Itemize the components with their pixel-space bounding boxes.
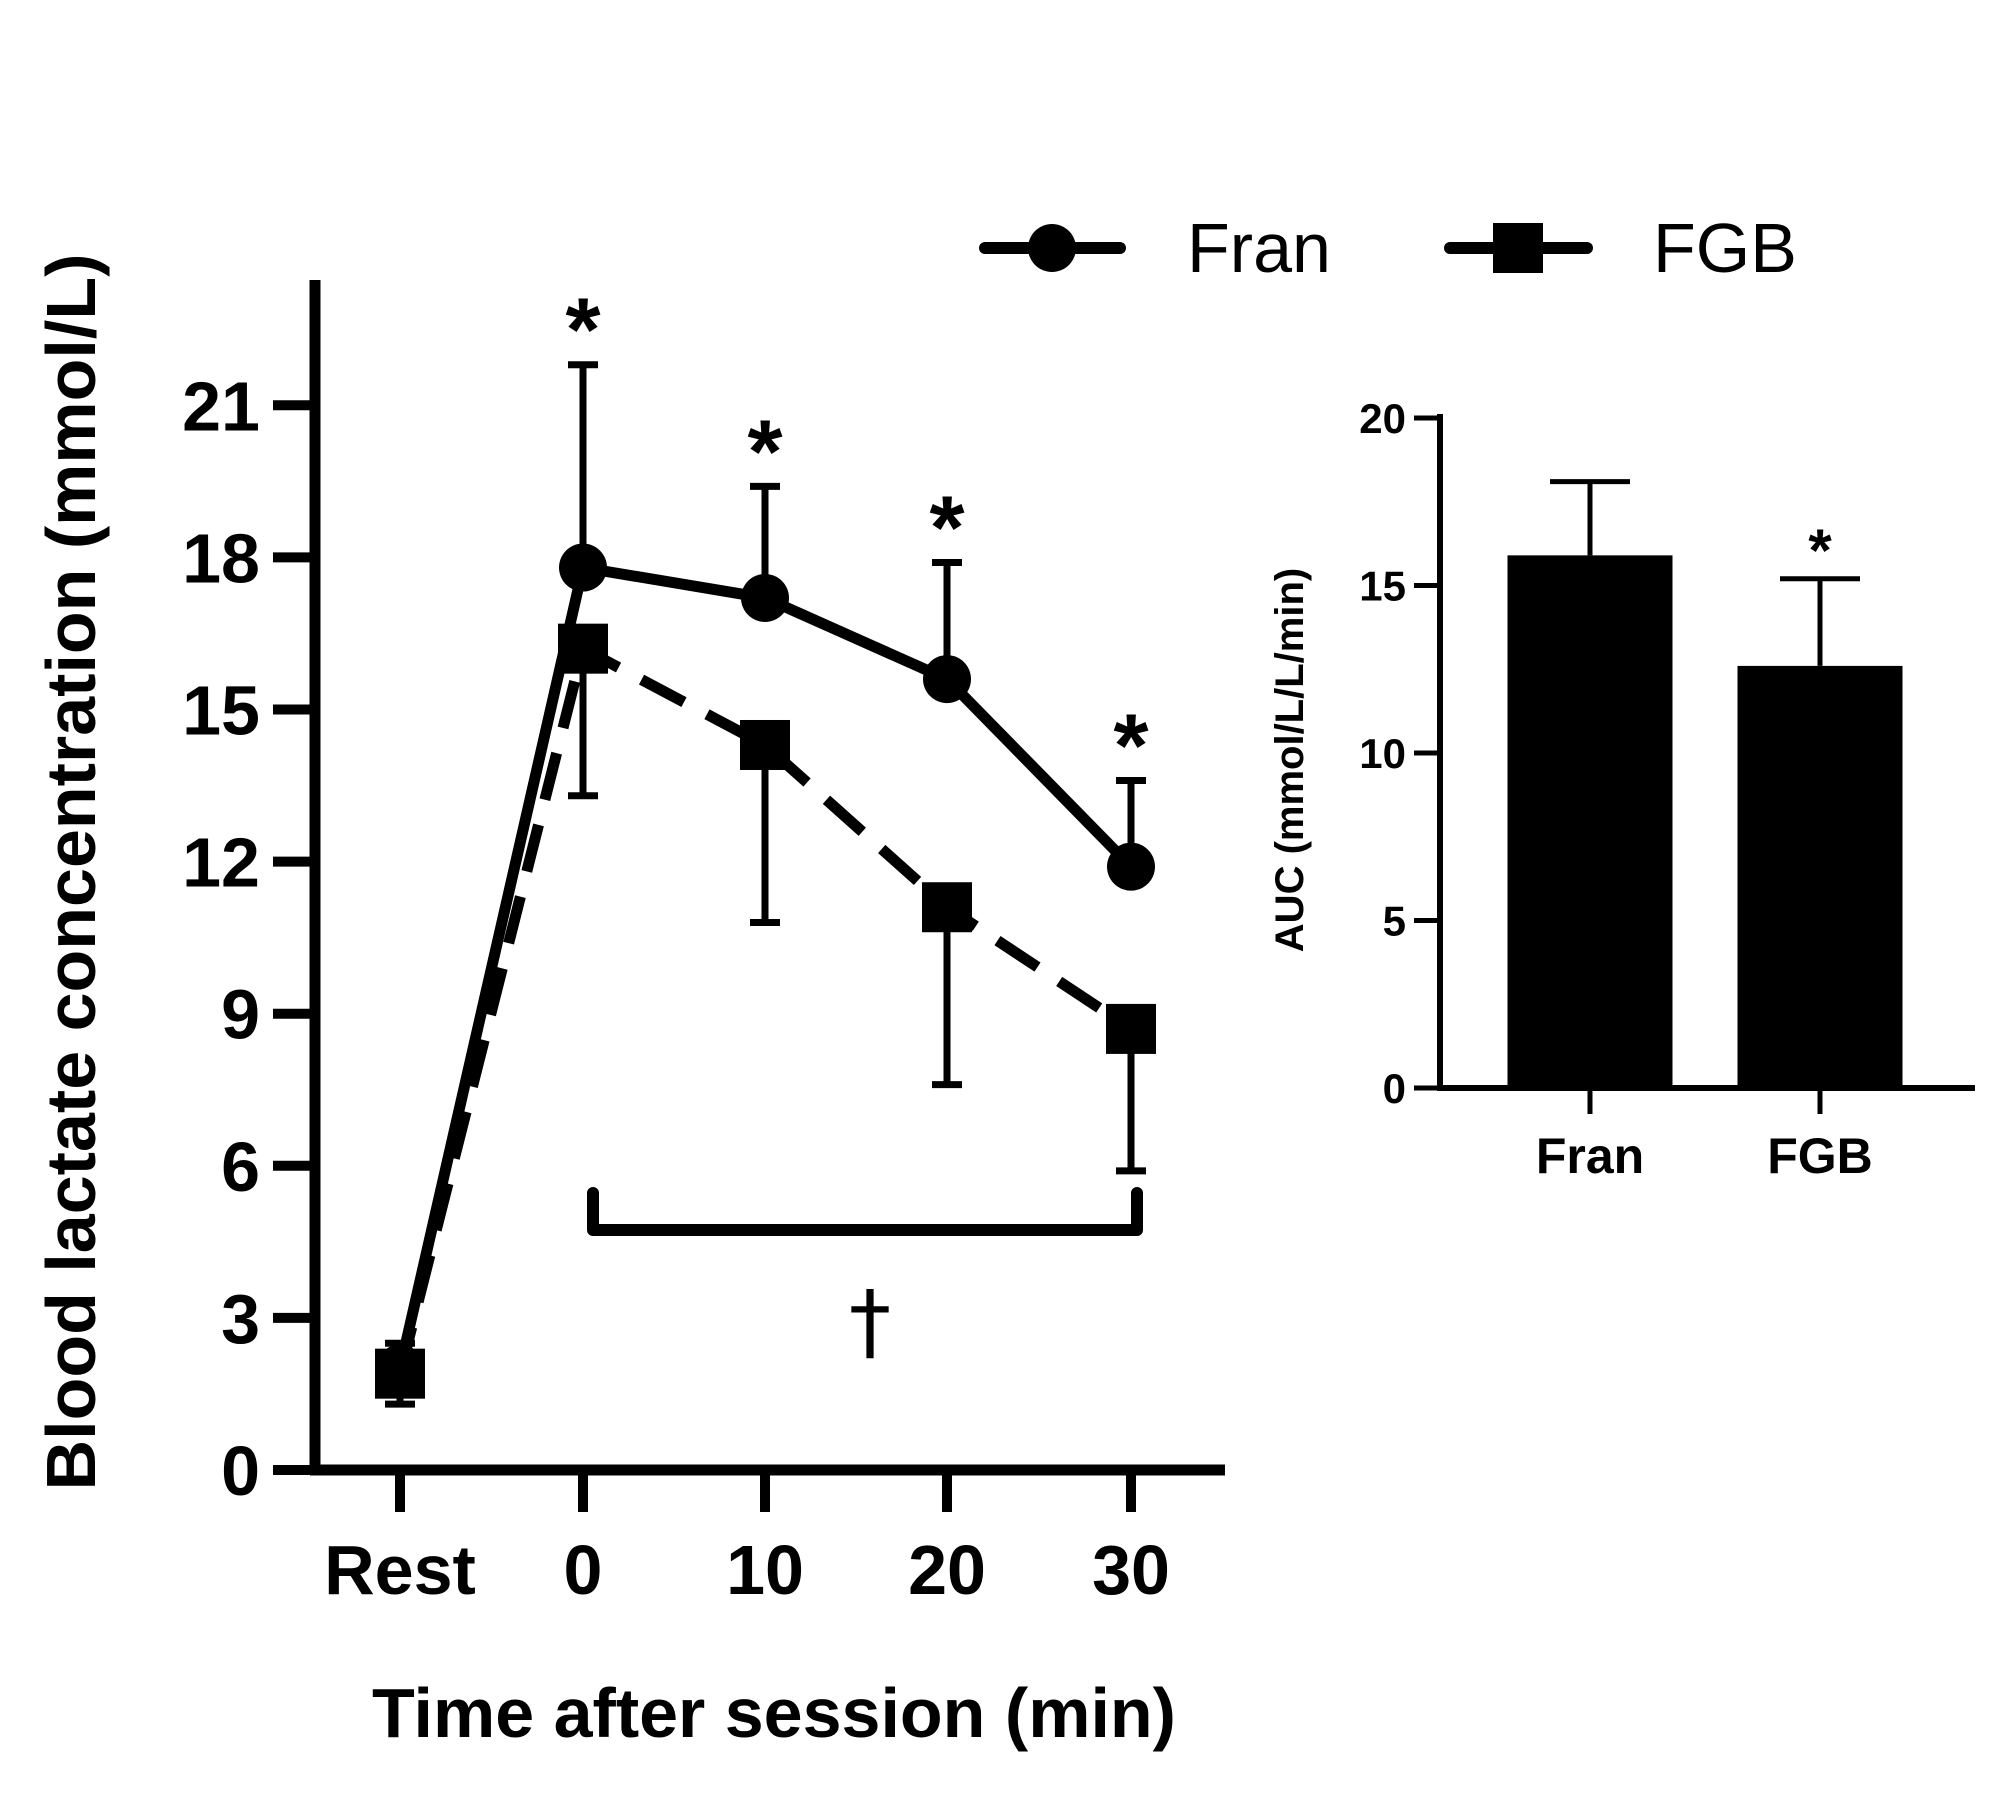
y-tick-label: 21 <box>182 367 260 445</box>
bar-x-tick-labels: Fran FGB <box>1536 1128 1873 1184</box>
bar-y-tick-labels: 0 5 10 15 20 <box>1359 395 1406 1112</box>
data-point-fgb <box>1106 1003 1156 1054</box>
legend: Fran FGB <box>979 209 1797 287</box>
data-point-fran <box>741 573 789 622</box>
error-bars <box>385 361 1146 1408</box>
bar <box>1737 665 1903 1088</box>
x-tick-label: 0 <box>564 1531 603 1609</box>
y-tick-label: 9 <box>221 976 260 1054</box>
bar-axes <box>1414 414 1975 1114</box>
bar-y-tick-label: 5 <box>1383 898 1406 945</box>
significance-bracket <box>587 1187 1143 1236</box>
bar-y-tick-label: 20 <box>1359 395 1406 442</box>
data-point-fran <box>376 1344 424 1393</box>
data-point-fgb <box>558 623 608 674</box>
x-axis-title: Time after session (min) <box>372 1674 1176 1752</box>
series-line-fgb <box>394 643 1135 1376</box>
significance-star: * <box>1113 696 1148 796</box>
bar-x-tick-label: Fran <box>1536 1128 1644 1184</box>
series-markers <box>375 543 1156 1399</box>
bar-significance-star: * <box>1808 517 1832 584</box>
x-tick-label: Rest <box>324 1531 476 1609</box>
bar-significance: * <box>1808 517 1832 584</box>
data-point-fran <box>559 543 607 592</box>
y-tick-label: 0 <box>221 1432 260 1510</box>
bars <box>1507 555 1903 1088</box>
bar-y-tick-label: 10 <box>1359 730 1406 777</box>
data-point-fran <box>923 655 971 704</box>
line-chart: 0 3 6 9 12 15 18 21 Rest 0 10 20 30 * * * * † Blood lac… <box>32 209 1797 1752</box>
x-tick-label: 20 <box>908 1531 986 1609</box>
legend-marker-fran <box>1028 224 1076 272</box>
series-lines <box>394 562 1135 1376</box>
bracket-symbol: † <box>849 1272 891 1370</box>
x-tick-label: 10 <box>726 1531 804 1609</box>
legend-label-fgb: FGB <box>1653 209 1797 287</box>
data-point-fran <box>1107 842 1155 891</box>
y-axis-title: Blood lactate concentration (mmol/L) <box>32 254 110 1491</box>
axes <box>273 280 1225 1512</box>
data-point-fgb <box>922 882 972 933</box>
x-tick-labels: Rest 0 10 20 30 <box>324 1531 1170 1609</box>
bar <box>1507 555 1673 1088</box>
y-tick-label: 15 <box>182 672 260 750</box>
data-point-fgb <box>740 719 790 770</box>
y-tick-label: 18 <box>182 519 260 597</box>
y-tick-labels: 0 3 6 9 12 15 18 21 <box>182 367 260 1510</box>
y-tick-label: 12 <box>182 824 260 902</box>
bar-error-bars <box>1550 479 1860 666</box>
significance-annotations: * * * * † <box>565 281 1148 1370</box>
legend-marker-fgb <box>1493 223 1543 273</box>
y-tick-label: 6 <box>221 1128 260 1206</box>
bar-y-axis-title: AUC (mmol/L/L/min) <box>1268 568 1312 952</box>
significance-star: * <box>929 478 964 578</box>
bar-y-tick-label: 0 <box>1383 1065 1406 1112</box>
bar-y-tick-label: 15 <box>1359 563 1406 610</box>
significance-star: * <box>747 402 782 502</box>
bar-x-tick-label: FGB <box>1767 1128 1873 1184</box>
legend-label-fran: Fran <box>1187 209 1331 287</box>
bar-chart: 0 5 10 15 20 Fran FGB * AUC (mmol/L/L/min) <box>1268 395 1975 1184</box>
y-tick-label: 3 <box>221 1280 260 1358</box>
series-line-fran <box>394 562 1135 1370</box>
x-tick-label: 30 <box>1092 1531 1170 1609</box>
significance-star: * <box>565 281 600 381</box>
